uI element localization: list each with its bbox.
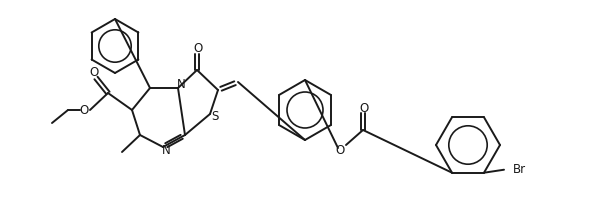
Text: O: O bbox=[193, 43, 202, 56]
Text: S: S bbox=[211, 110, 219, 123]
Text: N: N bbox=[176, 77, 185, 90]
Text: Br: Br bbox=[513, 163, 526, 176]
Text: O: O bbox=[335, 143, 345, 156]
Text: O: O bbox=[79, 105, 89, 117]
Text: N: N bbox=[162, 143, 170, 156]
Text: O: O bbox=[359, 102, 368, 115]
Text: O: O bbox=[89, 66, 98, 79]
